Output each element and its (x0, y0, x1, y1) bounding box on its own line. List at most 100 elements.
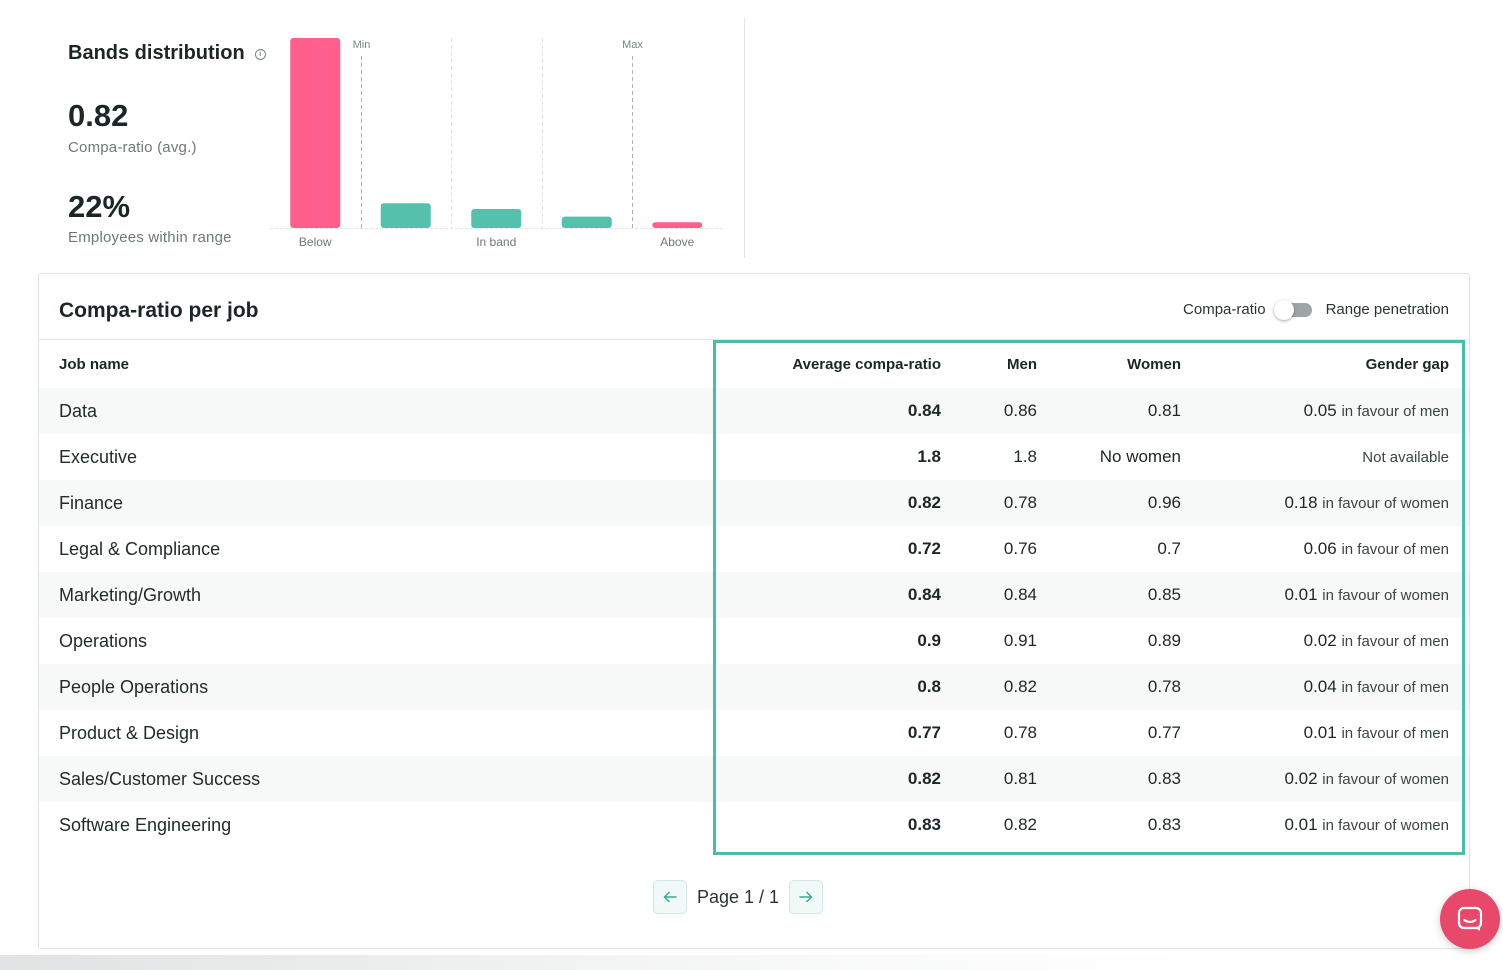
job-name-cell: Product & Design (59, 722, 200, 743)
gap-text: in favour of men (1341, 541, 1449, 558)
men-cell: 0.76 (1003, 539, 1037, 558)
toggle-label-range-penetration[interactable]: Range penetration (1325, 301, 1449, 318)
men-cell: 0.82 (1003, 815, 1037, 834)
chart-bar (561, 216, 612, 228)
next-page-button[interactable] (789, 880, 824, 914)
job-name-cell: Legal & Compliance (59, 538, 221, 559)
card-header: Compa-ratio per job Compa-ratio Range pe… (39, 274, 1469, 340)
info-icon[interactable]: i (254, 49, 266, 60)
men-cell: 0.78 (1003, 723, 1037, 742)
job-name-cell: People Operations (39, 664, 719, 710)
men-cell: 0.78 (941, 480, 1037, 526)
table-row[interactable]: Legal & Compliance 0.72 0.76 0.7 0.06 in fav… (39, 526, 1469, 572)
table-row[interactable]: People Operations 0.8 0.82 0.78 0.04 in favo… (39, 664, 1469, 710)
gender-gap-cell: 0.18 in favour of women (1181, 480, 1469, 526)
average-cell: 0.84 (719, 572, 941, 618)
gender-gap-cell: 0.06 in favour of men (1181, 526, 1469, 572)
table-row[interactable]: Operations 0.9 0.91 0.89 0.02 in favour of m… (39, 618, 1469, 664)
job-name-cell: Marketing/Growth (39, 572, 719, 618)
toggle-label-compa-ratio[interactable]: Compa-ratio (1183, 301, 1266, 318)
gender-gap-cell: 0.01 in favour of women (1181, 802, 1469, 848)
gap-value: 0.01 (1284, 585, 1318, 604)
gap-text: in favour of men (1341, 679, 1449, 696)
average-cell: 0.82 (719, 756, 941, 802)
average-cell: 0.72 (907, 539, 941, 558)
col-header-average[interactable]: Average compa-ratio (792, 355, 941, 373)
table-row[interactable]: Software Engineering 0.83 0.82 0.83 0.01 in … (39, 802, 1469, 848)
col-header-men[interactable]: Men (1007, 355, 1037, 373)
compa-ratio-avg-value: 0.82 (68, 98, 129, 133)
table-row[interactable]: Marketing/Growth 0.84 0.84 0.85 0.01 in favo… (39, 572, 1469, 618)
men-cell: 0.84 (941, 572, 1037, 618)
gap-value: 0.18 (1284, 493, 1318, 512)
average-cell: 0.83 (907, 815, 941, 834)
col-header-women[interactable]: Women (1127, 355, 1181, 373)
job-name-cell: Software Engineering (59, 814, 232, 835)
gender-gap-cell: 0.01 in favour of men (1181, 710, 1469, 756)
col-header-job-name[interactable]: Job name (59, 355, 130, 373)
women-cell: 0.89 (1147, 631, 1181, 650)
prev-page-button[interactable] (653, 880, 687, 914)
chart-bar (471, 209, 522, 228)
band-marker-label: Min (353, 39, 371, 51)
men-cell: 0.81 (941, 756, 1037, 802)
col-header-gender-gap[interactable]: Gender gap (1365, 355, 1449, 373)
table-row[interactable]: Data 0.84 0.86 0.81 0.05 in favour of men (39, 388, 1469, 434)
gender-gap-cell: 0.02 in favour of women (1181, 756, 1469, 802)
gap-text: in favour of men (1341, 633, 1449, 650)
gap-text: Not available (1362, 449, 1449, 466)
gap-text: in favour of women (1322, 817, 1449, 834)
card-title: Compa-ratio per job (59, 299, 259, 322)
gender-gap-cell: 0.05 in favour of men (1181, 388, 1469, 434)
table-body: Data 0.84 0.86 0.81 0.05 in favour of men Exe… (39, 388, 1469, 848)
job-name-cell: Operations (59, 630, 148, 651)
table-row[interactable]: Finance 0.82 0.78 0.96 0.18 in favour of wom… (39, 480, 1469, 526)
chart-bar (290, 38, 341, 228)
table-row[interactable]: Sales/Customer Success 0.82 0.81 0.83 0.02 i… (39, 756, 1469, 802)
women-cell: 0.85 (1037, 572, 1181, 618)
chart-category-label: In band (476, 235, 516, 249)
men-cell: 1.8 (1013, 447, 1037, 466)
bands-distribution-panel: Bands distribution i 0.82 Compa-ratio (a… (0, 18, 745, 258)
average-cell: 0.84 (719, 388, 941, 434)
table-row[interactable]: Product & Design 0.77 0.78 0.77 0.01 in favo… (39, 710, 1469, 756)
job-name-cell: Executive (59, 446, 138, 467)
women-cell: 0.77 (1147, 723, 1181, 742)
arrow-left-icon (663, 891, 677, 903)
within-range-value: 22% (68, 189, 131, 224)
metric-toggle-switch[interactable] (1273, 299, 1312, 320)
women-cell: No women (1099, 447, 1181, 466)
average-cell: 1.8 (917, 447, 941, 466)
toggle-knob[interactable] (1273, 299, 1294, 320)
gap-value: 0.02 (1303, 631, 1337, 650)
job-name-cell: Data (39, 388, 719, 434)
bands-chart: Min Max Below In band Above (270, 38, 724, 249)
page-indicator: Page 1 / 1 (697, 886, 780, 907)
gap-text: in favour of men (1341, 403, 1449, 420)
women-cell: 0.83 (1037, 756, 1181, 802)
chat-launcher-button[interactable] (1440, 889, 1500, 949)
chart-category-label: Above (660, 235, 694, 249)
job-name-cell: Finance (39, 480, 719, 526)
women-cell: 0.81 (1037, 388, 1181, 434)
women-cell: 0.96 (1037, 480, 1181, 526)
women-cell: 0.7 (1157, 539, 1181, 558)
men-cell: 0.82 (941, 664, 1037, 710)
within-range-label: Employees within range (68, 229, 232, 246)
gap-value: 0.01 (1303, 723, 1337, 742)
gap-value: 0.01 (1284, 815, 1318, 834)
chat-bubble-icon (1457, 906, 1483, 931)
average-cell: 0.77 (907, 723, 941, 742)
compa-ratio-card: Compa-ratio per job Compa-ratio Range pe… (38, 273, 1470, 949)
average-cell: 0.8 (719, 664, 941, 710)
band-marker-label: Max (622, 39, 643, 51)
gap-text: in favour of men (1341, 725, 1449, 742)
metric-toggle-group: Compa-ratio Range penetration (1183, 299, 1449, 320)
women-cell: 0.78 (1037, 664, 1181, 710)
bands-title-row: Bands distribution i (68, 42, 266, 65)
gap-text: in favour of women (1322, 771, 1449, 788)
table-row[interactable]: Executive 1.8 1.8 No women Not available (39, 434, 1469, 480)
average-cell: 0.82 (719, 480, 941, 526)
gender-gap-cell: 0.01 in favour of women (1181, 572, 1469, 618)
gap-text: in favour of women (1322, 587, 1449, 604)
